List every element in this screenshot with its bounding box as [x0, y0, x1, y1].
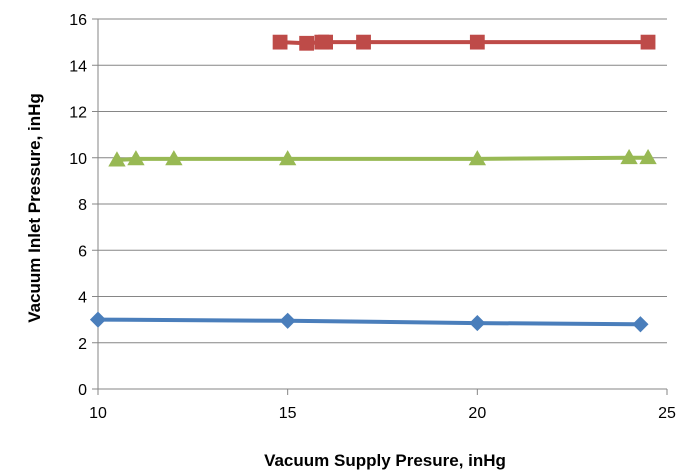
y-tick-label: 12 — [69, 105, 87, 122]
gridlines — [98, 18, 667, 344]
data-point — [469, 315, 486, 332]
x-tick-label: 10 — [89, 405, 107, 422]
data-point — [89, 311, 107, 328]
series-group — [89, 34, 657, 333]
x-tick-labels: 10 15 20 25 — [89, 405, 676, 422]
data-point — [279, 312, 296, 329]
y-axis-title: Vacuum Inlet Pressure, inHg — [25, 93, 44, 323]
series-3 — [108, 148, 657, 167]
series-2 — [272, 34, 656, 51]
y-tick-label: 10 — [69, 151, 87, 168]
x-axis-title: Vacuum Supply Presure, inHg — [264, 451, 506, 470]
data-point — [318, 34, 334, 50]
data-point — [165, 150, 183, 166]
data-point — [127, 150, 145, 166]
data-point — [639, 148, 657, 165]
y-tick-label: 8 — [78, 197, 87, 214]
y-tick-label: 0 — [78, 382, 87, 399]
y-tick-label: 16 — [69, 12, 87, 29]
series-line — [96, 317, 643, 327]
data-point — [468, 150, 487, 166]
data-point — [640, 34, 656, 50]
data-point — [469, 34, 485, 50]
x-tick-label: 25 — [658, 405, 676, 422]
y-tick-label: 4 — [78, 290, 87, 307]
series-1 — [89, 311, 649, 333]
y-tick-label: 6 — [78, 243, 87, 260]
axes — [92, 18, 668, 395]
data-point — [108, 151, 126, 167]
x-tick-label: 15 — [279, 405, 297, 422]
series-line — [278, 40, 651, 46]
data-point — [299, 35, 315, 51]
data-point — [278, 150, 297, 166]
y-tick-label: 2 — [78, 336, 87, 353]
y-tick-labels: 0 2 4 6 8 10 12 14 16 — [69, 12, 87, 399]
data-point — [272, 34, 288, 50]
y-tick-label: 14 — [69, 58, 87, 75]
data-point — [620, 148, 638, 165]
x-tick-label: 20 — [468, 405, 486, 422]
data-point — [632, 316, 649, 333]
data-point — [356, 34, 371, 50]
series-line — [114, 155, 651, 163]
